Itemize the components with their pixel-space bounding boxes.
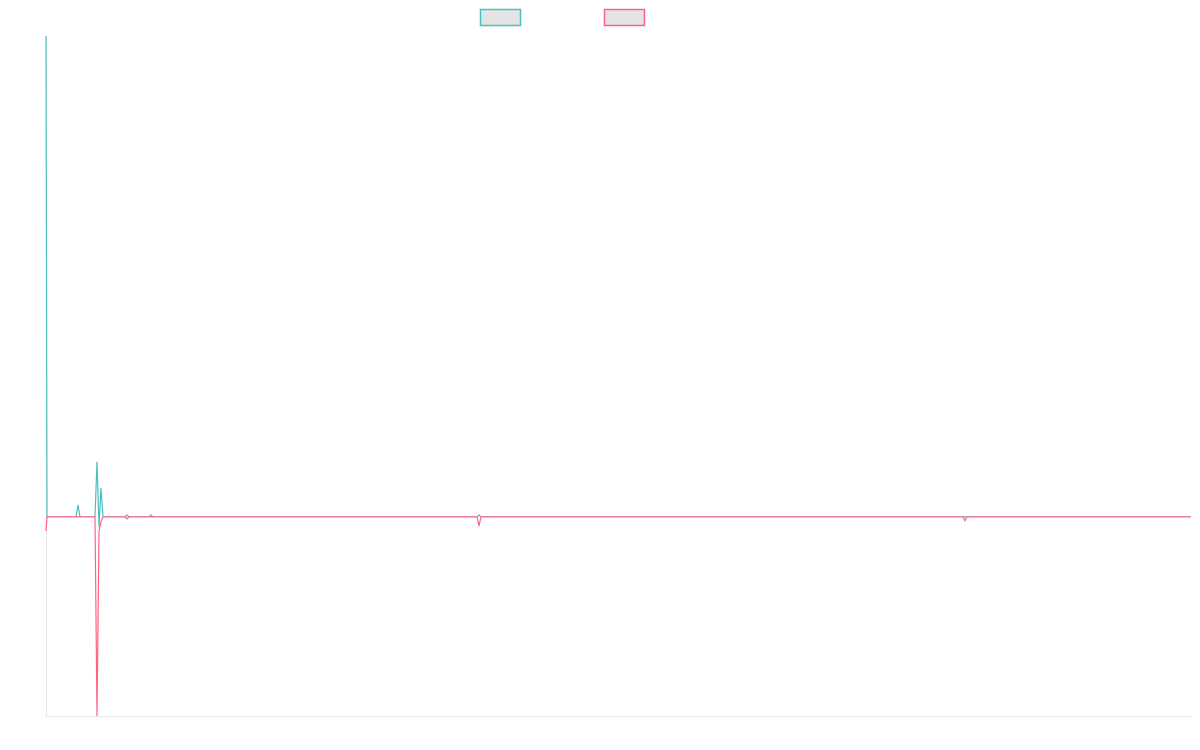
- legend-swatch-series-1[interactable]: [479, 8, 522, 27]
- series-1-line: [45, 35, 1191, 527]
- legend: [479, 8, 646, 27]
- series-2-line: [45, 516, 1191, 717]
- legend-swatch-series-2[interactable]: [603, 8, 646, 27]
